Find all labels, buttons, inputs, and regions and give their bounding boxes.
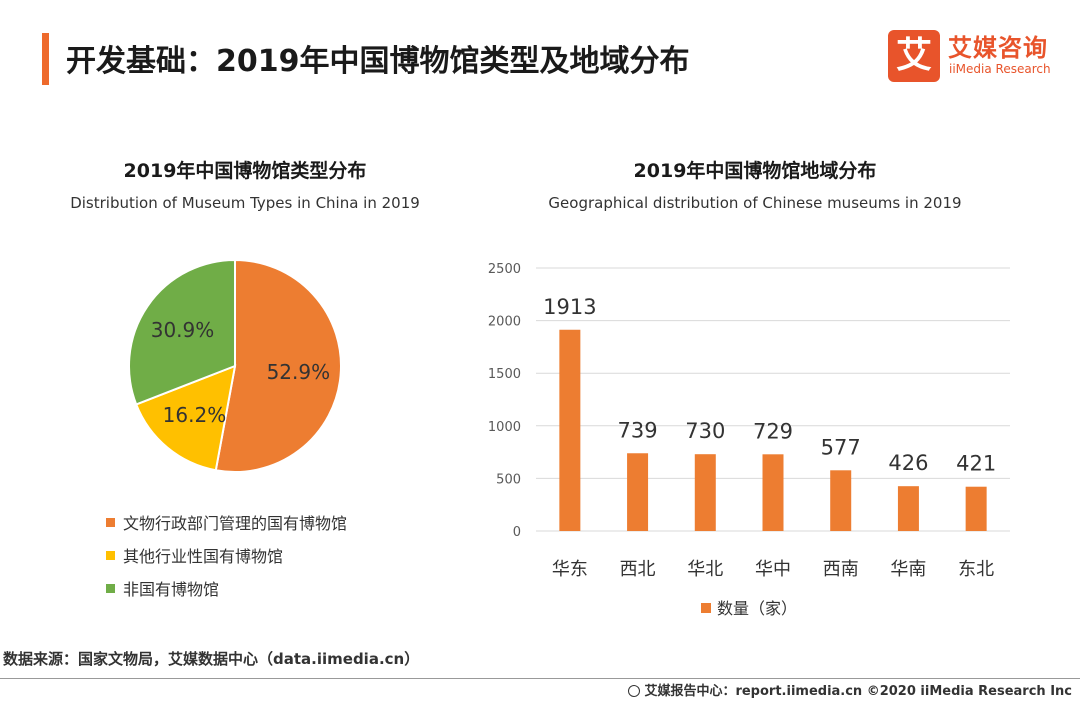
bar-6 [965, 486, 987, 531]
bar-5 [897, 486, 919, 531]
bar-value-label: 730 [685, 419, 725, 443]
footer: 艾媒报告中心：report.iimedia.cn ©2020 iiMedia R… [628, 680, 1072, 699]
bar-1 [627, 453, 649, 531]
legend-swatch [106, 584, 115, 593]
bar-3 [762, 454, 784, 531]
bar-value-label: 426 [888, 451, 928, 475]
page-title: 开发基础：2019年中国博物馆类型及地域分布 [66, 44, 690, 79]
bar-value-label: 1913 [543, 295, 596, 319]
data-source: 数据来源：国家文物局，艾媒数据中心（data.iimedia.cn） [3, 650, 420, 668]
iimedia-logo: 艾 艾媒咨询 iiMedia Research [886, 28, 1066, 84]
x-tick-label: 华东 [552, 559, 588, 580]
pie-slice-label-2: 30.9% [151, 318, 215, 342]
pie-legend-item: 文物行政部门管理的国有博物馆 [106, 510, 347, 534]
bar-legend-label: 数量（家） [717, 599, 797, 618]
legend-label: 文物行政部门管理的国有博物馆 [123, 514, 348, 533]
y-tick-label: 2500 [488, 262, 521, 277]
x-tick-label: 东北 [958, 559, 994, 580]
bar-0 [559, 329, 581, 531]
pie-chart-subtitle: Distribution of Museum Types in China in… [70, 194, 420, 212]
bar-value-label: 421 [956, 452, 996, 476]
pie-slice-label-0: 52.9% [267, 360, 331, 384]
bar-chart-subtitle: Geographical distribution of Chinese mus… [548, 194, 962, 212]
pie-legend-item: 非国有博物馆 [106, 576, 219, 600]
pie-slice-2 [128, 258, 236, 406]
legend-swatch [106, 518, 115, 527]
pie-slice-label-1: 16.2% [163, 403, 227, 427]
logo-mark-icon: 艾 [888, 30, 940, 82]
pie-slice-1 [134, 364, 237, 472]
legend-label: 非国有博物馆 [123, 580, 220, 599]
pie-slice-0 [214, 258, 342, 473]
x-tick-label: 西南 [823, 559, 859, 580]
bar-4 [830, 470, 852, 531]
bar-value-label: 729 [753, 419, 793, 443]
y-tick-label: 1000 [488, 420, 521, 435]
x-tick-label: 西北 [620, 559, 656, 580]
pie-legend-item: 其他行业性国有博物馆 [106, 543, 283, 567]
globe-icon [628, 684, 641, 697]
x-tick-label: 华南 [890, 559, 926, 580]
footer-text: 艾媒报告中心：report.iimedia.cn ©2020 iiMedia R… [644, 684, 1072, 699]
y-tick-label: 500 [496, 472, 521, 487]
title-accent-bar [42, 33, 49, 85]
x-tick-label: 华北 [687, 559, 723, 580]
y-tick-label: 1500 [488, 367, 521, 382]
bar-value-label: 577 [821, 435, 861, 459]
bar-value-label: 739 [618, 418, 658, 442]
bar-chart-title: 2019年中国博物馆地域分布 [633, 160, 877, 182]
x-tick-label: 华中 [755, 559, 791, 580]
legend-label: 其他行业性国有博物馆 [123, 547, 284, 566]
logo-name-en: iiMedia Research [949, 62, 1051, 76]
logo-name-cn: 艾媒咨询 [948, 34, 1048, 62]
legend-swatch [106, 551, 115, 560]
y-tick-label: 2000 [488, 315, 521, 330]
y-tick-label: 0 [513, 525, 521, 540]
bar-legend-swatch [701, 603, 711, 613]
pie-chart-title: 2019年中国博物馆类型分布 [123, 160, 367, 182]
bar-2 [694, 454, 716, 531]
footer-divider [0, 678, 1080, 679]
